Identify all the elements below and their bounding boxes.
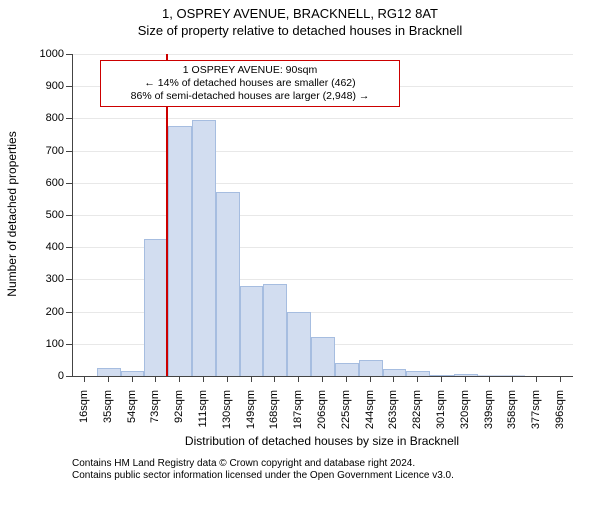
histogram-bar bbox=[216, 192, 240, 376]
y-tick-label: 300 bbox=[30, 273, 64, 285]
footnote-line-2: Contains public sector information licen… bbox=[72, 470, 454, 482]
chart-plot-area: 1 OSPREY AVENUE: 90sqm ← 14% of detached… bbox=[72, 54, 573, 377]
histogram-bar bbox=[263, 284, 287, 376]
y-tick-label: 200 bbox=[30, 306, 64, 318]
footnote: Contains HM Land Registry data © Crown c… bbox=[72, 458, 454, 482]
y-tick-label: 100 bbox=[30, 338, 64, 350]
y-tick-label: 500 bbox=[30, 209, 64, 221]
annotation-line-2: ← 14% of detached houses are smaller (46… bbox=[107, 77, 393, 90]
histogram-bar bbox=[192, 120, 216, 376]
histogram-bar bbox=[335, 363, 359, 376]
y-tick-label: 800 bbox=[30, 112, 64, 124]
y-axis-label: Number of detached properties bbox=[5, 74, 19, 354]
histogram-bar bbox=[144, 239, 168, 376]
page-subtitle: Size of property relative to detached ho… bbox=[0, 23, 600, 38]
annotation-line-1: 1 OSPREY AVENUE: 90sqm bbox=[107, 64, 393, 77]
x-axis-label: Distribution of detached houses by size … bbox=[72, 434, 572, 448]
y-tick-label: 900 bbox=[30, 80, 64, 92]
histogram-bar bbox=[240, 286, 264, 376]
annotation-line-3: 86% of semi-detached houses are larger (… bbox=[107, 90, 393, 103]
annotation-box: 1 OSPREY AVENUE: 90sqm ← 14% of detached… bbox=[100, 60, 400, 107]
histogram-bar bbox=[168, 126, 192, 376]
histogram-bar bbox=[311, 337, 335, 376]
y-tick-label: 700 bbox=[30, 145, 64, 157]
page-title: 1, OSPREY AVENUE, BRACKNELL, RG12 8AT bbox=[0, 6, 600, 21]
y-tick-label: 0 bbox=[30, 370, 64, 382]
histogram-bar bbox=[383, 369, 407, 376]
histogram-bar bbox=[359, 360, 383, 376]
footnote-line-1: Contains HM Land Registry data © Crown c… bbox=[72, 458, 454, 470]
y-tick-label: 600 bbox=[30, 177, 64, 189]
y-tick-label: 400 bbox=[30, 241, 64, 253]
histogram-bar bbox=[287, 312, 311, 376]
y-tick-label: 1000 bbox=[30, 48, 64, 60]
histogram-bar bbox=[97, 368, 121, 376]
